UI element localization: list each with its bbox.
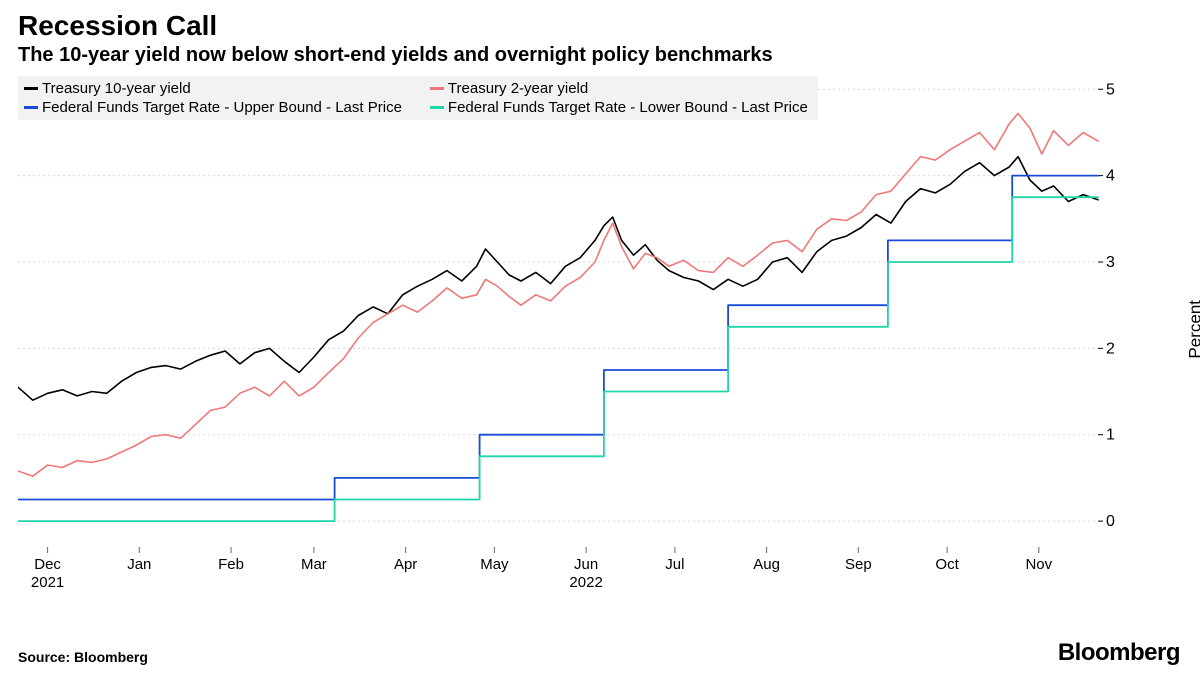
legend-swatch — [24, 87, 38, 90]
svg-text:May: May — [480, 556, 509, 573]
svg-text:Apr: Apr — [394, 556, 417, 573]
svg-text:5: 5 — [1106, 81, 1115, 98]
svg-text:4: 4 — [1106, 168, 1115, 185]
legend-item: Federal Funds Target Rate - Upper Bound … — [24, 99, 402, 116]
legend-label: Federal Funds Target Rate - Lower Bound … — [448, 99, 808, 116]
legend-swatch — [24, 106, 38, 109]
legend-label: Treasury 10-year yield — [42, 80, 191, 97]
svg-text:Oct: Oct — [935, 556, 959, 573]
legend-label: Treasury 2-year yield — [448, 80, 588, 97]
legend-swatch — [430, 106, 444, 109]
svg-text:2022: 2022 — [569, 574, 602, 591]
svg-text:Jun: Jun — [574, 556, 598, 573]
svg-text:Feb: Feb — [218, 556, 244, 573]
brand-logo: Bloomberg — [1058, 639, 1180, 667]
svg-text:Sep: Sep — [845, 556, 872, 573]
y-axis-label: Percent — [1186, 300, 1200, 359]
source-attribution: Source: Bloomberg — [18, 649, 148, 665]
chart-area: 0 1 2 3 4 5 Dec2021 Jan Feb Mar Apr May Jun2022 Jul Au… — [18, 72, 1136, 602]
svg-text:0: 0 — [1106, 513, 1115, 530]
svg-text:3: 3 — [1106, 254, 1115, 271]
line-chart-svg: 0 1 2 3 4 5 Dec2021 Jan Feb Mar Apr May Jun2022 Jul Au… — [18, 72, 1136, 602]
svg-text:Mar: Mar — [301, 556, 327, 573]
svg-text:Dec: Dec — [34, 556, 61, 573]
legend-label: Federal Funds Target Rate - Upper Bound … — [42, 99, 402, 116]
svg-text:Aug: Aug — [753, 556, 780, 573]
legend-item: Treasury 2-year yield — [430, 80, 808, 97]
svg-text:1: 1 — [1106, 427, 1115, 444]
svg-text:2: 2 — [1106, 340, 1115, 357]
svg-text:Nov: Nov — [1025, 556, 1052, 573]
legend: Treasury 10-year yield Treasury 2-year yi… — [18, 76, 818, 120]
svg-text:Jul: Jul — [665, 556, 684, 573]
legend-swatch — [430, 87, 444, 90]
legend-item: Treasury 10-year yield — [24, 80, 402, 97]
svg-text:Jan: Jan — [127, 556, 151, 573]
chart-subtitle: The 10-year yield now below short-end yi… — [0, 44, 1200, 73]
svg-text:2021: 2021 — [31, 574, 64, 591]
chart-title: Recession Call — [0, 0, 1200, 44]
legend-item: Federal Funds Target Rate - Lower Bound … — [430, 99, 808, 116]
